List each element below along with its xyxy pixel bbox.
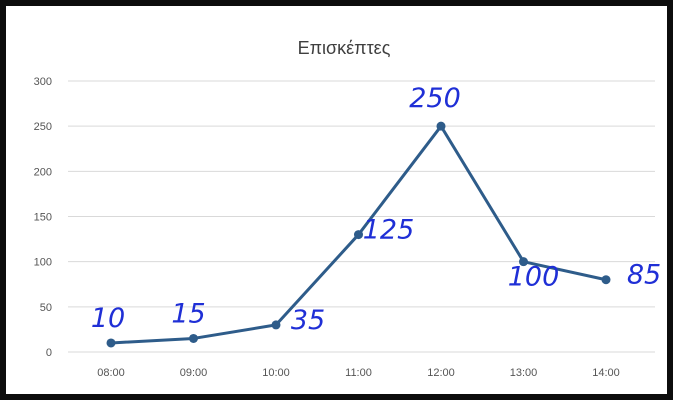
data-point bbox=[189, 333, 198, 343]
handwritten-value-label: 100 bbox=[508, 262, 560, 293]
y-tick-label: 100 bbox=[34, 257, 52, 269]
handwritten-value-label: 85 bbox=[627, 260, 661, 291]
data-point bbox=[601, 275, 611, 285]
y-tick-label: 0 bbox=[46, 347, 52, 359]
handwritten-value-label: 35 bbox=[291, 305, 325, 336]
x-tick-label: 09:00 bbox=[180, 367, 208, 379]
data-point bbox=[519, 257, 528, 267]
x-tick-label: 11:00 bbox=[345, 367, 372, 379]
y-tick-label: 300 bbox=[34, 76, 52, 88]
x-tick-label: 08:00 bbox=[97, 367, 125, 379]
chart-title: Επισκέπτες bbox=[298, 38, 391, 58]
data-point bbox=[271, 320, 281, 330]
data-point bbox=[436, 121, 446, 131]
data-point bbox=[106, 338, 116, 348]
y-tick-label: 150 bbox=[34, 212, 52, 224]
x-tick-label: 14:00 bbox=[592, 367, 620, 379]
data-point bbox=[354, 230, 363, 240]
x-tick-label: 12:00 bbox=[427, 367, 455, 379]
handwritten-value-label: 250 bbox=[409, 83, 461, 114]
handwritten-value-label: 125 bbox=[363, 215, 415, 246]
x-tick-label: 10:00 bbox=[262, 367, 290, 379]
y-tick-label: 50 bbox=[40, 302, 52, 314]
y-tick-label: 200 bbox=[34, 166, 52, 178]
handwritten-value-label: 10 bbox=[91, 303, 125, 334]
handwritten-value-label: 15 bbox=[171, 298, 205, 329]
y-tick-label: 250 bbox=[34, 121, 52, 133]
x-tick-label: 13:00 bbox=[510, 367, 538, 379]
